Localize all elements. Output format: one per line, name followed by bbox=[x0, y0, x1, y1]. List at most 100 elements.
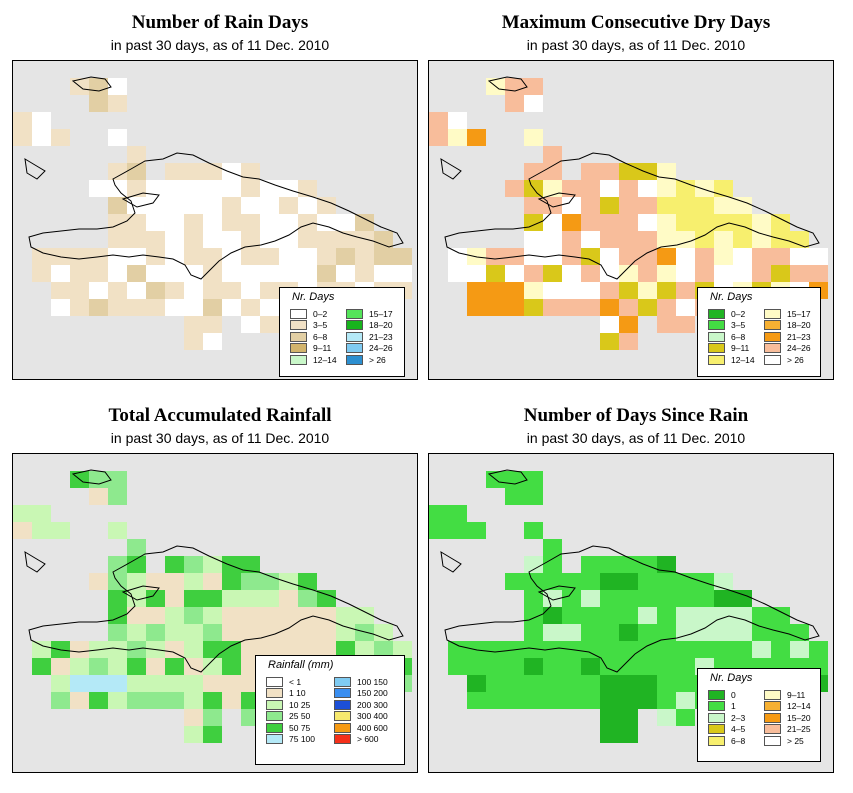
grid-cell bbox=[790, 248, 809, 265]
legend: Nr. Days 0–2 3–5 6–8 9–11 12–14 15–17 18–20 21–… bbox=[697, 287, 821, 377]
grid-cell bbox=[676, 709, 695, 726]
grid-cell bbox=[467, 129, 486, 146]
grid-cell bbox=[524, 590, 543, 607]
grid-cell bbox=[89, 573, 108, 590]
legend-label: 10 25 bbox=[289, 699, 311, 710]
grid-cell bbox=[260, 282, 279, 299]
grid-cell bbox=[695, 573, 714, 590]
grid-cell bbox=[524, 299, 543, 316]
legend-swatch bbox=[290, 343, 307, 353]
grid-cell bbox=[70, 265, 89, 282]
grid-cell bbox=[165, 573, 184, 590]
grid-cell bbox=[241, 590, 260, 607]
grid-cell bbox=[146, 282, 165, 299]
legend-item: 75 100 bbox=[266, 734, 315, 745]
grid-cell bbox=[317, 265, 336, 282]
legend-label: 0 bbox=[731, 689, 736, 700]
legend-swatch bbox=[764, 735, 781, 746]
grid-cell bbox=[771, 624, 790, 641]
legend-label: 150 200 bbox=[357, 688, 388, 698]
grid-cell bbox=[600, 641, 619, 658]
grid-cell bbox=[51, 522, 70, 539]
grid-cell bbox=[581, 624, 600, 641]
grid-cell bbox=[355, 265, 374, 282]
grid-cell bbox=[355, 624, 374, 641]
grid-cell bbox=[505, 658, 524, 675]
grid-cell bbox=[184, 573, 203, 590]
grid-cell bbox=[524, 471, 543, 488]
grid-cell bbox=[695, 197, 714, 214]
grid-cell bbox=[657, 641, 676, 658]
grid-cell bbox=[203, 163, 222, 180]
grid-cell bbox=[657, 675, 676, 692]
legend-swatch bbox=[708, 343, 725, 353]
grid-cell bbox=[714, 573, 733, 590]
grid-cell bbox=[524, 675, 543, 692]
grid-cell bbox=[581, 556, 600, 573]
grid-cell bbox=[619, 658, 638, 675]
grid-cell bbox=[429, 129, 448, 146]
grid-cell bbox=[581, 231, 600, 248]
grid-cell bbox=[203, 726, 222, 743]
grid-cell bbox=[260, 641, 279, 658]
grid-cell bbox=[619, 197, 638, 214]
grid-cell bbox=[127, 590, 146, 607]
grid-cell bbox=[676, 658, 695, 675]
grid-cell bbox=[733, 214, 752, 231]
grid-cell bbox=[222, 231, 241, 248]
grid-cell bbox=[771, 231, 790, 248]
grid-cell bbox=[657, 573, 676, 590]
grid-cell bbox=[676, 299, 695, 316]
grid-cell bbox=[32, 248, 51, 265]
grid-cell bbox=[619, 607, 638, 624]
grid-cell bbox=[241, 282, 260, 299]
legend-item: 10 25 bbox=[266, 699, 310, 710]
grid-cell bbox=[600, 624, 619, 641]
grid-cell bbox=[127, 163, 146, 180]
grid-cell bbox=[581, 692, 600, 709]
legend-label: 15–17 bbox=[369, 308, 393, 319]
grid-cell bbox=[165, 180, 184, 197]
legend-label: 9–11 bbox=[731, 343, 750, 353]
grid-cell bbox=[51, 658, 70, 675]
legend-swatch bbox=[290, 308, 307, 319]
grid-cell bbox=[317, 248, 336, 265]
grid-cell bbox=[543, 556, 562, 573]
legend-item: 15–17 bbox=[764, 308, 811, 319]
grid-cell bbox=[486, 641, 505, 658]
grid-cell bbox=[505, 299, 524, 316]
grid-cell bbox=[222, 282, 241, 299]
grid-cell bbox=[279, 590, 298, 607]
grid-cell bbox=[638, 163, 657, 180]
grid-cell bbox=[505, 265, 524, 282]
grid-cell bbox=[505, 78, 524, 95]
grid-cell bbox=[165, 607, 184, 624]
grid-cell bbox=[524, 197, 543, 214]
legend-label: > 25 bbox=[787, 735, 804, 746]
grid-cell bbox=[524, 556, 543, 573]
grid-cell bbox=[184, 641, 203, 658]
grid-cell bbox=[279, 624, 298, 641]
grid-cell bbox=[543, 573, 562, 590]
grid-cell bbox=[524, 282, 543, 299]
grid-cell bbox=[657, 556, 676, 573]
grid-cell bbox=[146, 624, 165, 641]
grid-cell bbox=[108, 488, 127, 505]
grid-cell bbox=[70, 282, 89, 299]
grid-cell bbox=[600, 607, 619, 624]
grid-cell bbox=[581, 675, 600, 692]
grid-cell bbox=[543, 265, 562, 282]
grid-cell bbox=[543, 163, 562, 180]
grid-cell bbox=[714, 231, 733, 248]
legend-item: 21–25 bbox=[764, 724, 811, 735]
grid-cell bbox=[70, 692, 89, 709]
grid-cell bbox=[600, 709, 619, 726]
grid-cell bbox=[657, 231, 676, 248]
grid-cell bbox=[108, 197, 127, 214]
grid-cell bbox=[89, 180, 108, 197]
grid-cell bbox=[127, 692, 146, 709]
grid-cell bbox=[562, 675, 581, 692]
grid-cell bbox=[619, 163, 638, 180]
grid-cell bbox=[562, 265, 581, 282]
